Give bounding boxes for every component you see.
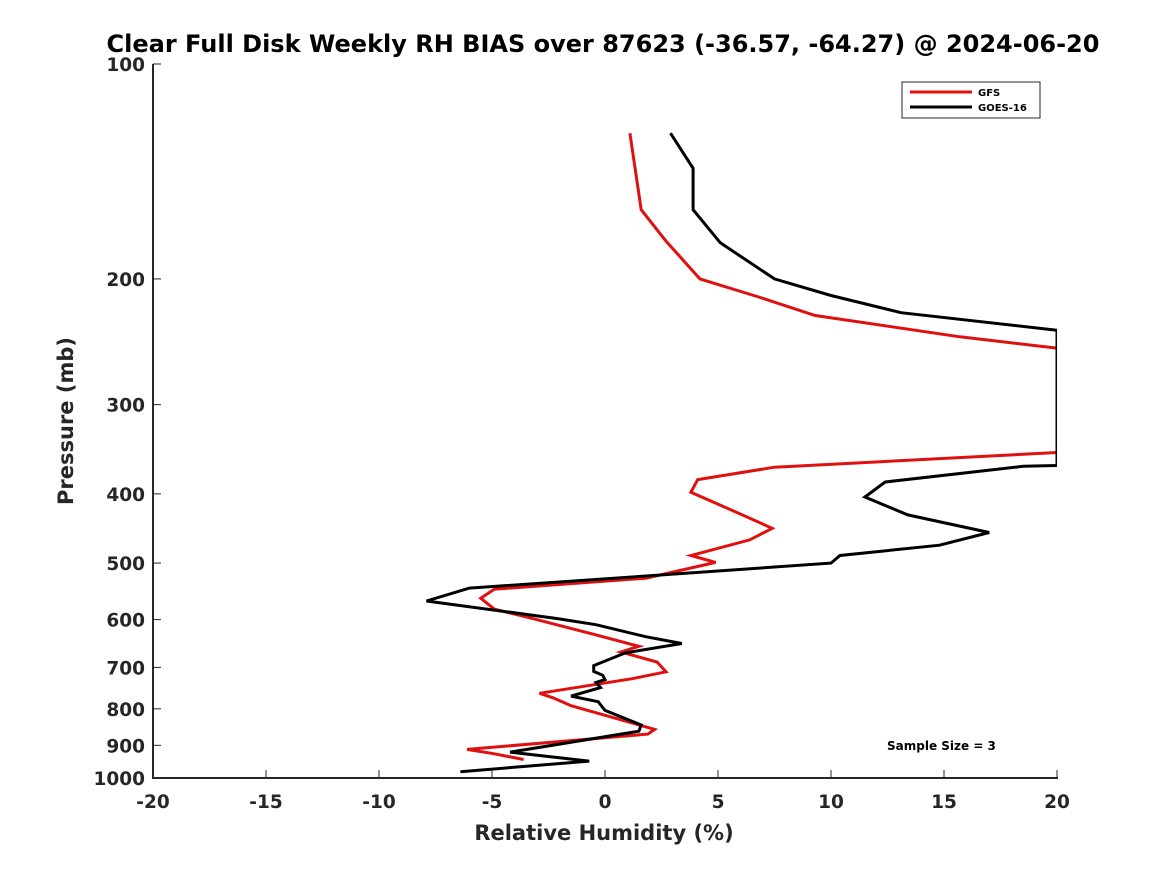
y-tick-label: 200: [106, 270, 145, 291]
x-tick-label: 5: [712, 792, 725, 813]
y-axis-label: Pressure (mb): [54, 337, 78, 505]
y-tick-label: 800: [106, 700, 145, 721]
x-tick-label: -5: [482, 792, 503, 813]
x-tick-label: 0: [599, 792, 612, 813]
x-tick-label: -20: [136, 792, 169, 813]
series-line-gfs: [466, 132, 1057, 761]
chart-title: Clear Full Disk Weekly RH BIAS over 8762…: [107, 30, 1100, 58]
x-tick-label: -10: [362, 792, 395, 813]
legend-label-gfs: GFS: [978, 88, 1000, 99]
series-layer: [426, 132, 1057, 774]
sample-size-annotation: Sample Size = 3: [887, 739, 996, 753]
y-tick-label: 500: [106, 554, 145, 575]
y-tick-label: 700: [106, 658, 145, 679]
legend-label-goes16: GOES-16: [978, 103, 1027, 114]
y-tick-label: 1000: [94, 769, 146, 790]
x-tick-label: 20: [1044, 792, 1070, 813]
y-axis-ticks: 100 200 300 400 500 600 700 800 900 1000: [94, 55, 161, 790]
x-tick-label: -15: [249, 792, 282, 813]
x-axis-label: Relative Humidity (%): [474, 821, 733, 845]
x-tick-label: 10: [818, 792, 844, 813]
series-line-goes16: [426, 132, 1057, 774]
y-tick-label: 600: [106, 611, 145, 632]
y-axis-line: [152, 64, 154, 779]
y-tick-label: 400: [106, 485, 145, 506]
y-tick-label: 900: [106, 736, 145, 757]
y-tick-label: 300: [106, 396, 145, 417]
x-axis-ticks: -20 -15 -10 -5 0 5 10 15 20: [136, 770, 1070, 813]
x-tick-label: 15: [931, 792, 957, 813]
y-tick-label: 100: [106, 55, 145, 76]
legend-box: [901, 81, 1041, 119]
legend: GFS GOES-16: [901, 81, 1041, 119]
